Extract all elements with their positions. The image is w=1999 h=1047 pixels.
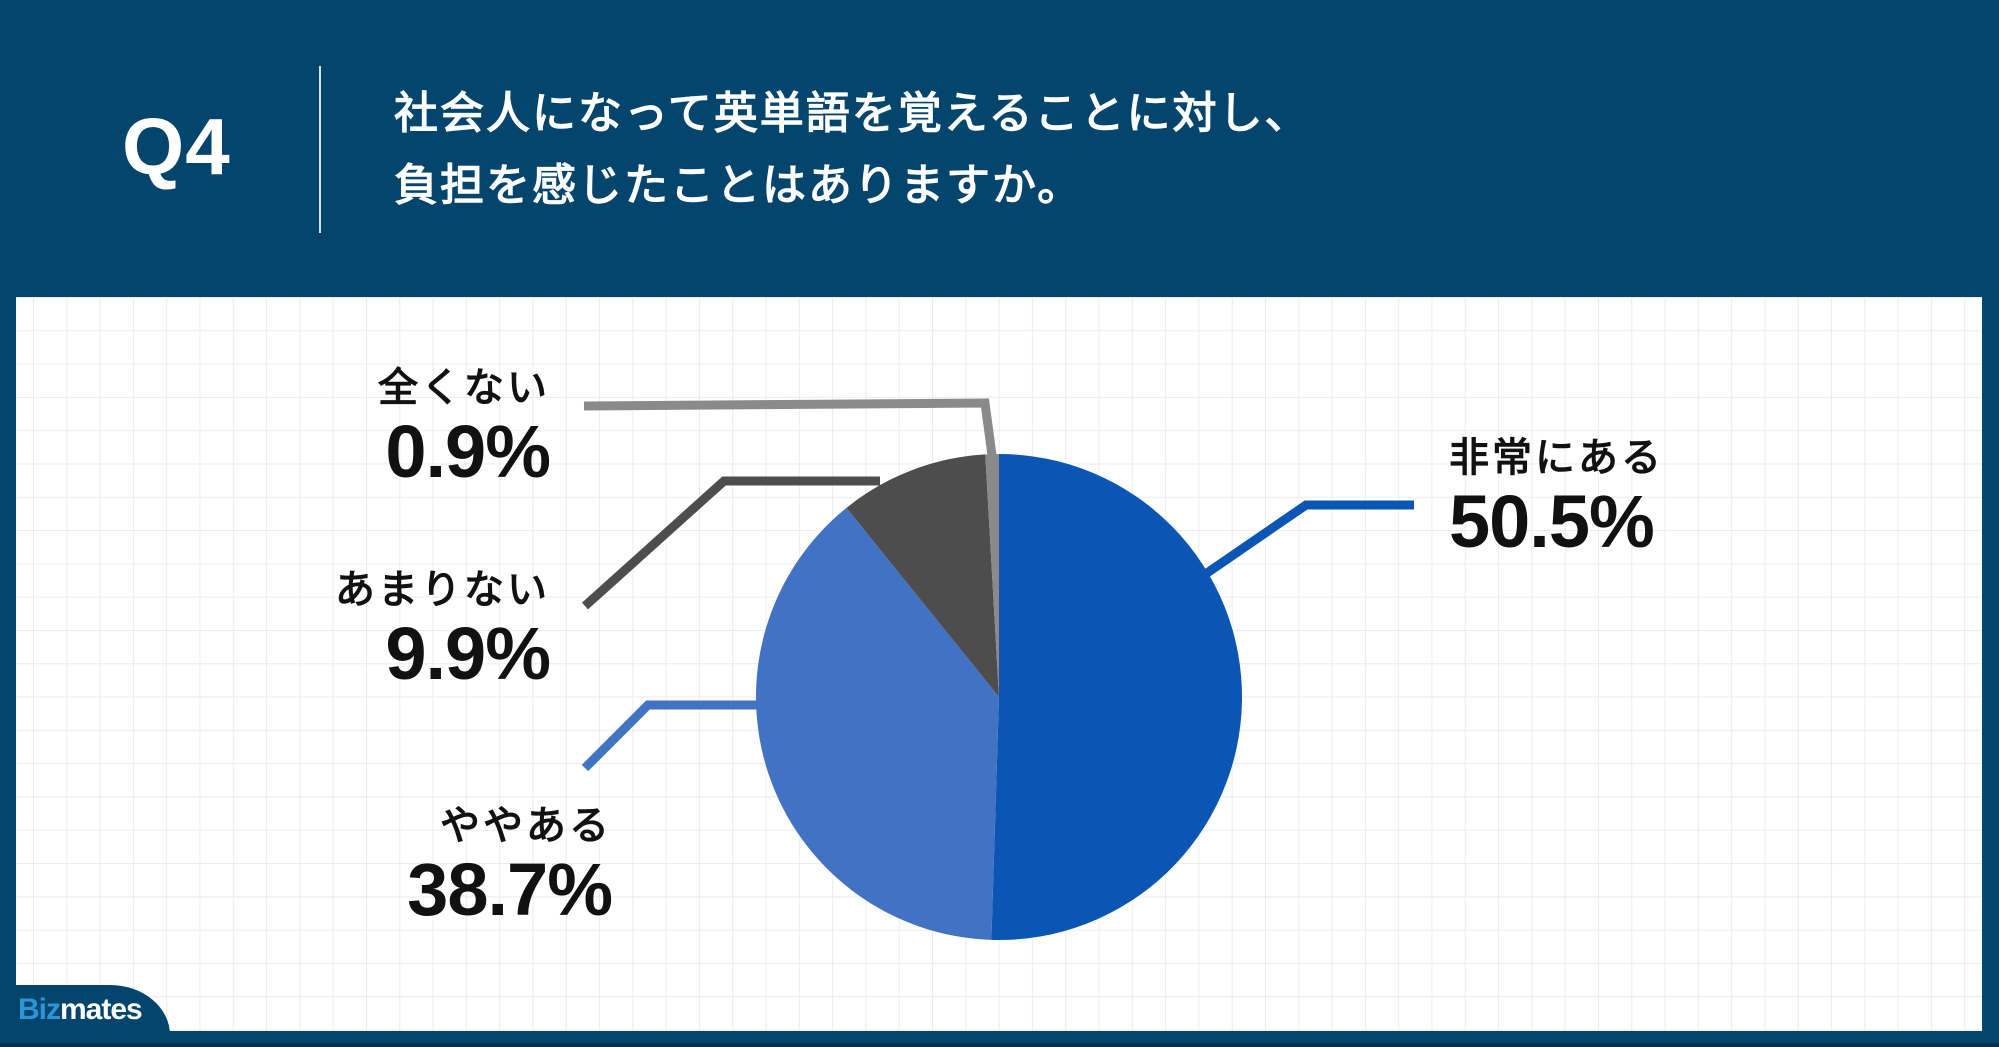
- question-line-1: 社会人になって英単語を覚えることに対し、: [394, 88, 1311, 139]
- question-text: 社会人になって英単語を覚えることに対し、 負担を感じたことはありますか。: [394, 78, 1594, 222]
- bottom-bar: [0, 1031, 1999, 1047]
- label-mattaku-pct: 0.9%: [385, 410, 551, 493]
- label-amari-name: あまりない: [335, 567, 550, 613]
- label-yaya: ややある 38.7%: [330, 800, 613, 931]
- header: Q4 社会人になって英単語を覚えることに対し、 負担を感じたことはありますか。: [0, 0, 1999, 297]
- label-mattaku-name: 全くない: [378, 365, 550, 411]
- header-divider: [319, 66, 321, 233]
- label-yaya-name: ややある: [440, 803, 612, 849]
- label-amari: あまりない 9.9%: [280, 564, 551, 695]
- question-line-2: 負担を感じたことはありますか。: [394, 160, 1084, 211]
- bizmates-logo: Bizmates: [18, 993, 143, 1027]
- leader-line-mattaku: [583, 398, 997, 456]
- slice-yaya: [756, 507, 999, 940]
- slice-mattaku: [985, 454, 999, 697]
- leader-line-yaya: [581, 700, 758, 772]
- logo-mates: mates: [60, 993, 143, 1026]
- slice-amari: [846, 454, 999, 697]
- logo-biz: Biz: [18, 993, 61, 1026]
- leader-line-hijou: [1204, 500, 1414, 577]
- slice-hijou: [991, 454, 1243, 940]
- label-mattaku: 全くない 0.9%: [300, 362, 551, 493]
- label-hijou: 非常にある 50.5%: [1449, 432, 1749, 560]
- leader-line-amari: [581, 476, 880, 610]
- label-amari-pct: 9.9%: [385, 612, 551, 695]
- label-hijou-pct: 50.5%: [1449, 480, 1655, 563]
- question-number: Q4: [122, 102, 231, 191]
- pie-slices: [756, 454, 1243, 940]
- label-yaya-pct: 38.7%: [407, 848, 613, 931]
- label-hijou-name: 非常にある: [1449, 435, 1664, 481]
